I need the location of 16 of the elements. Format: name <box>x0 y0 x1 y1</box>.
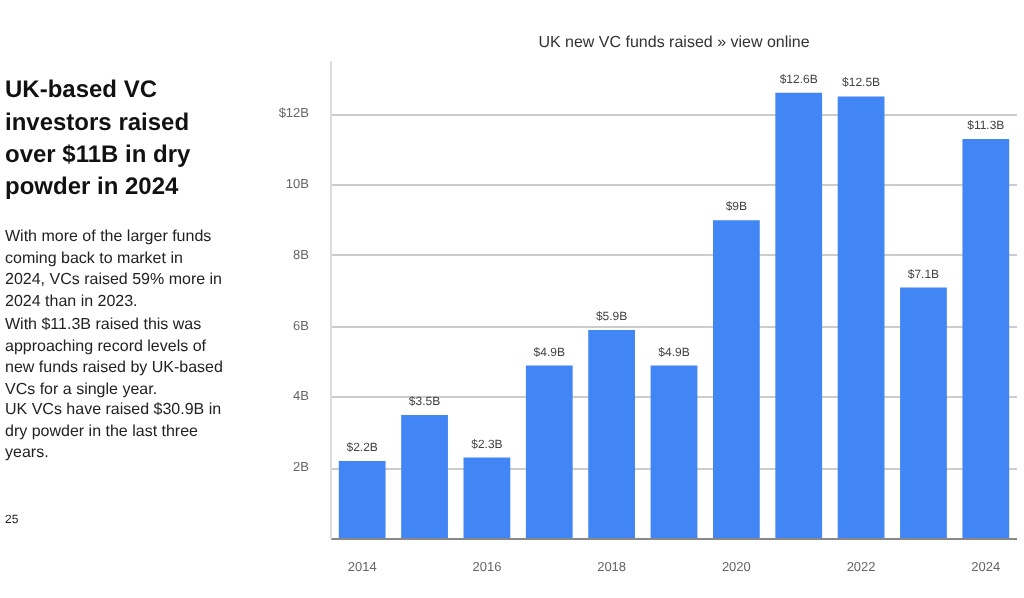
text: UK-based VC investors raised over $11B in dry powder in 2024 <box>5 75 192 200</box>
bar <box>463 457 511 539</box>
bar <box>900 287 947 539</box>
bar <box>962 138 1010 539</box>
bar <box>837 96 885 539</box>
bar <box>650 365 698 539</box>
bar <box>525 365 573 539</box>
bar <box>712 220 760 539</box>
text: UK VCs have raised $30.9B in dry powder in the last three years. <box>5 399 222 462</box>
bar <box>401 415 448 539</box>
bar <box>775 92 823 539</box>
chart-title: UK new VC funds raised » view online <box>538 33 811 51</box>
text: With $11.3B raised this was approaching record levels of new funds raised by UK-based VCs for a single year. <box>5 315 223 398</box>
text: With more of the larger funds coming back to market in 2024, VCs raised 59% more in 2024 than in 2023. <box>5 227 222 311</box>
bar <box>338 461 386 539</box>
bar <box>588 330 636 539</box>
